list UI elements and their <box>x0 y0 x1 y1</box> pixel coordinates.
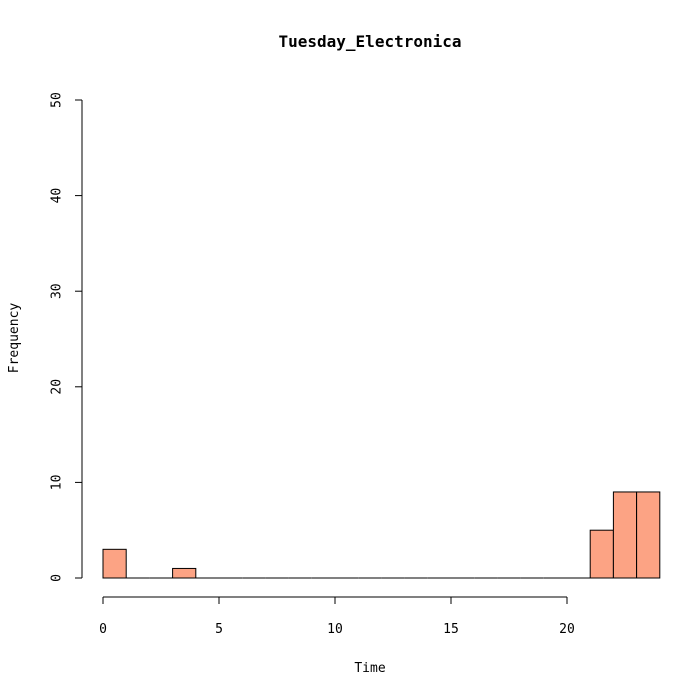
y-tick-label: 40 <box>50 188 65 204</box>
y-tick-label: 30 <box>50 283 65 299</box>
x-tick-label: 5 <box>215 622 223 637</box>
y-axis: 0 10 20 30 40 50 <box>50 92 83 582</box>
x-axis: 0 5 10 15 20 <box>99 596 575 637</box>
bars-group <box>102 491 661 579</box>
histogram-bar <box>612 491 638 579</box>
x-tick-label: 0 <box>99 622 107 637</box>
histogram-bar <box>102 548 127 579</box>
x-tick-label: 10 <box>327 622 343 637</box>
y-tick-label: 10 <box>50 475 65 491</box>
x-tick-label: 15 <box>443 622 459 637</box>
y-tick-label: 50 <box>50 92 65 108</box>
x-tick-label: 20 <box>559 622 575 637</box>
histogram-bar <box>172 567 197 579</box>
histogram-bar <box>589 529 614 579</box>
y-axis-label: Frequency <box>7 303 22 374</box>
y-tick-label: 0 <box>50 574 65 582</box>
y-tick-label: 20 <box>50 379 65 395</box>
chart-title: Tuesday_Electronica <box>278 32 461 51</box>
histogram-bar <box>636 491 661 579</box>
x-axis-label: Time <box>354 661 385 676</box>
